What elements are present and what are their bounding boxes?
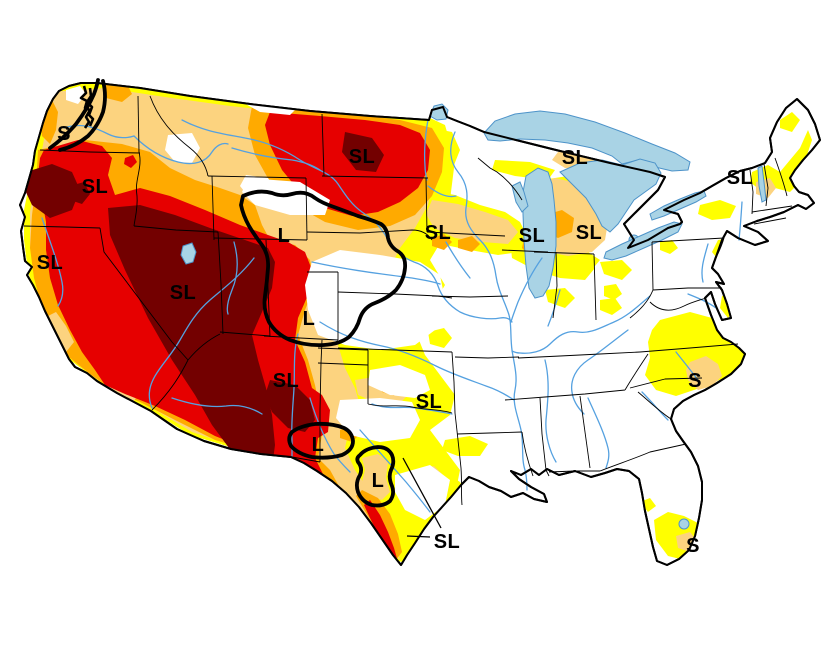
impact-outline-central-texas-L [354, 445, 396, 508]
impact-type-label-5: SL [37, 252, 64, 274]
impact-type-label-4: SL [727, 167, 754, 189]
impact-area-outlines [48, 78, 408, 508]
great-salt-lake [180, 242, 197, 265]
impact-labels: S SL SL SL SL SL SL L SL SL SL L SL L SL L SL S S [37, 123, 754, 557]
impact-type-label-14: SL [416, 391, 443, 413]
impact-type-label-18: S [686, 535, 700, 557]
impact-type-label-3: SL [562, 147, 589, 169]
impact-type-label-12: SL [273, 370, 300, 392]
impact-type-label-11: L [303, 308, 316, 330]
impact-type-label-1: SL [82, 176, 109, 198]
impact-type-label-2: SL [349, 146, 376, 168]
lake-champlain [757, 165, 767, 203]
impact-type-label-8: SL [425, 222, 452, 244]
impact-type-label-15: L [372, 470, 385, 492]
lake-ontario [649, 190, 707, 221]
impact-type-label-16: SL [434, 531, 461, 553]
leader-lines [402, 457, 442, 538]
impact-outline-puget-west [48, 78, 100, 150]
impact-type-label-10: SL [576, 222, 603, 244]
impact-type-label-6: SL [170, 282, 197, 304]
impact-type-label-9: SL [519, 225, 546, 247]
impact-outline-nw-texas-L [287, 421, 355, 460]
impact-type-label-17: S [688, 370, 702, 392]
impact-outline-puget-east [58, 79, 107, 152]
impact-type-label-7: L [278, 225, 291, 247]
leader-line-1 [406, 535, 431, 538]
lake-michigan [522, 167, 557, 299]
impact-outline-highplains-L [239, 189, 408, 348]
lake-superior [483, 110, 691, 172]
impact-type-label-0: S [57, 123, 71, 145]
impact-type-label-13: L [312, 434, 325, 456]
lake-okeechobee [678, 518, 690, 530]
drought-d4-layer [24, 132, 384, 478]
leader-line-0 [402, 457, 442, 529]
